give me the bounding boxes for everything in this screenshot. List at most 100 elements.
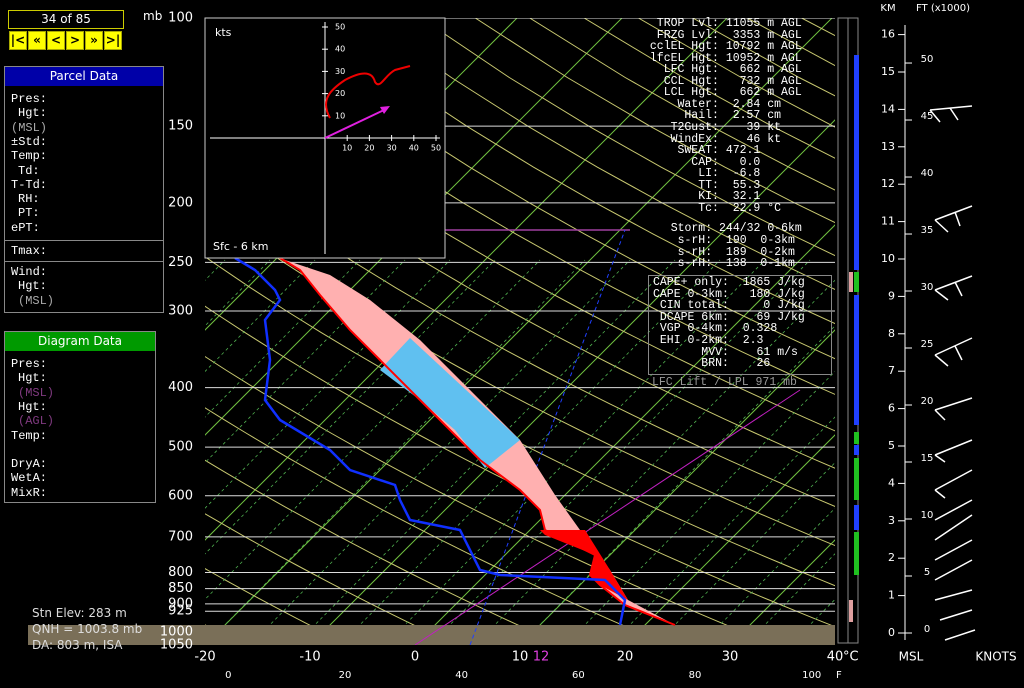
index-line: Tc: 22.9 °C xyxy=(643,201,782,215)
km-label: 15 xyxy=(881,65,895,78)
km-label: 5 xyxy=(888,439,895,452)
ground-band xyxy=(28,625,835,645)
celsius-label: 0 xyxy=(411,650,419,665)
diagram-row: WetA: xyxy=(11,471,48,486)
wetbulb-line xyxy=(469,229,626,645)
arrow-head xyxy=(380,106,390,114)
parcel-row: PT: xyxy=(18,206,40,221)
dry-adiabat xyxy=(205,355,775,645)
pressure-label: 200 xyxy=(168,195,193,210)
parcel-row: RH: xyxy=(18,192,40,207)
cape-line: CAPE 0-3km: 180 J/kg xyxy=(653,287,805,301)
index-line: TROP Lvl: 11055 m AGL xyxy=(643,17,802,30)
nav-button[interactable]: « xyxy=(28,31,46,50)
dry-adiabat xyxy=(205,207,835,547)
nav-button[interactable]: < xyxy=(47,31,65,50)
hail-zone xyxy=(380,338,520,468)
panel-title: Parcel Data xyxy=(5,67,163,86)
index-line: WindEx: 46 kt xyxy=(643,132,782,146)
fahrenheit-unit: F xyxy=(836,670,842,681)
nav-button[interactable]: |< xyxy=(9,31,27,50)
layer-bar xyxy=(854,532,859,575)
ft-label: 25 xyxy=(921,339,934,350)
mixing-ratio xyxy=(519,325,835,645)
hodo-tick-label: 50 xyxy=(431,144,441,153)
index-line: cclEL Hgt: 10792 m AGL xyxy=(643,40,802,54)
background-lines xyxy=(0,18,835,645)
index-line: TT: 55.3 xyxy=(643,178,761,192)
mixing-ratio xyxy=(339,259,721,645)
cape-line: CAPE+ only: 1865 J/kg xyxy=(653,276,805,289)
km-label: 1 xyxy=(888,589,895,602)
nav-button[interactable]: >| xyxy=(104,31,122,50)
km-label: 7 xyxy=(888,364,895,377)
mixing-ratio xyxy=(474,279,835,645)
divider: Tmax: xyxy=(5,240,163,262)
index-line: LI: -6.8 xyxy=(643,167,761,181)
mixing-line xyxy=(414,389,801,645)
station-info: DA: 803 m, ISA xyxy=(32,638,123,652)
pressure-label: 850 xyxy=(168,581,193,596)
km-label: 11 xyxy=(881,215,895,228)
celsius-label: 40 xyxy=(827,650,844,665)
station-info: Stn Elev: 283 m xyxy=(32,606,127,620)
fahrenheit-label: 40 xyxy=(455,670,468,681)
storm-line: s-rH: 189 0-2km xyxy=(650,245,795,259)
knots-label: KNOTS xyxy=(975,650,1016,664)
ft-label: 0 xyxy=(924,624,930,635)
km-label: 16 xyxy=(881,28,895,41)
mixing-ratio xyxy=(205,259,406,464)
layer-bar xyxy=(849,272,853,292)
frame-counter: 34 of 85 xyxy=(8,10,124,29)
diagram-row: Temp: xyxy=(11,428,48,443)
wind-row: Wind: xyxy=(11,265,48,279)
celsius-label: -10 xyxy=(299,650,320,665)
km-label: 9 xyxy=(888,289,895,302)
diagram-row: Hgt: xyxy=(18,371,47,386)
km-label: 2 xyxy=(888,551,895,564)
mixing-ratio xyxy=(384,259,766,645)
dry-adiabat xyxy=(0,18,29,645)
parcel-row: T-Td: xyxy=(11,177,48,192)
index-line: FRZG Lvl: 3353 m AGL xyxy=(643,28,802,42)
nav-button[interactable]: > xyxy=(66,31,84,50)
isotherm xyxy=(205,18,623,436)
km-label: 4 xyxy=(888,476,895,489)
ft-label: 30 xyxy=(921,282,934,293)
index-line: lfcEL Hgt: 10952 m AGL xyxy=(643,51,802,65)
hodo-tick-label: 10 xyxy=(335,111,345,120)
cape-line: EHI 0-2km: 2.3 xyxy=(653,334,764,347)
wind-barbs xyxy=(929,105,976,641)
hodo-tick-label: 50 xyxy=(335,23,345,32)
pressure-label: 400 xyxy=(168,380,193,395)
storm-motion-arrow xyxy=(324,109,385,139)
dewpoint-profile xyxy=(234,256,627,626)
layer-bar xyxy=(854,295,859,425)
index-line: SWEAT: 472.1 xyxy=(643,144,761,158)
hodo-tick-label: 40 xyxy=(335,45,345,54)
km-title: KM xyxy=(880,3,895,14)
dry-adiabat xyxy=(205,459,562,645)
layer-bar xyxy=(854,505,859,530)
dry-adiabat xyxy=(801,18,835,37)
ft-label: 35 xyxy=(921,225,934,236)
nav-button[interactable]: » xyxy=(85,31,103,50)
dry-adiabat xyxy=(311,18,835,325)
wind-row: Hgt: xyxy=(18,279,47,294)
km-label: 13 xyxy=(881,140,895,153)
dry-adiabat xyxy=(0,18,136,645)
pressure-label: 100 xyxy=(168,11,193,26)
dry-adiabat xyxy=(205,64,835,432)
cape-line: VGP 0-4km: 0.328 xyxy=(653,322,778,336)
parcel-row: Hgt: xyxy=(18,106,47,121)
index-line: Hail: 2.57 cm xyxy=(643,109,782,123)
dry-adiabat xyxy=(205,18,835,395)
diagram-row: Hgt: xyxy=(18,399,47,414)
pressure-label: 1050 xyxy=(160,638,193,653)
dry-adiabat xyxy=(257,18,835,360)
ft-label: 10 xyxy=(921,510,934,521)
ft-label: 40 xyxy=(921,168,934,179)
ft-label: 20 xyxy=(921,396,934,407)
mixing-ratio xyxy=(249,259,631,645)
cape-line: BRN: 26 xyxy=(653,357,771,371)
